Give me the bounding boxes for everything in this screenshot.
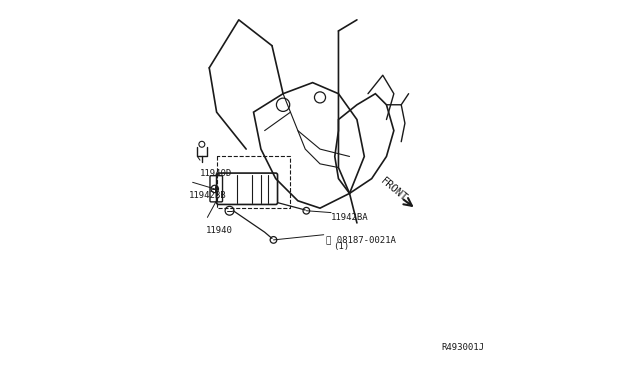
Text: 11940: 11940 <box>205 226 232 235</box>
Text: (1): (1) <box>333 243 349 251</box>
Text: R493001J: R493001J <box>442 343 484 352</box>
Text: 11942BA: 11942BA <box>331 213 369 222</box>
Text: 11942BB: 11942BB <box>189 191 227 200</box>
Text: 11940D: 11940D <box>200 169 232 177</box>
Text: Ⓑ 08187-0021A: Ⓑ 08187-0021A <box>326 235 396 244</box>
Text: FRONT: FRONT <box>379 176 409 203</box>
